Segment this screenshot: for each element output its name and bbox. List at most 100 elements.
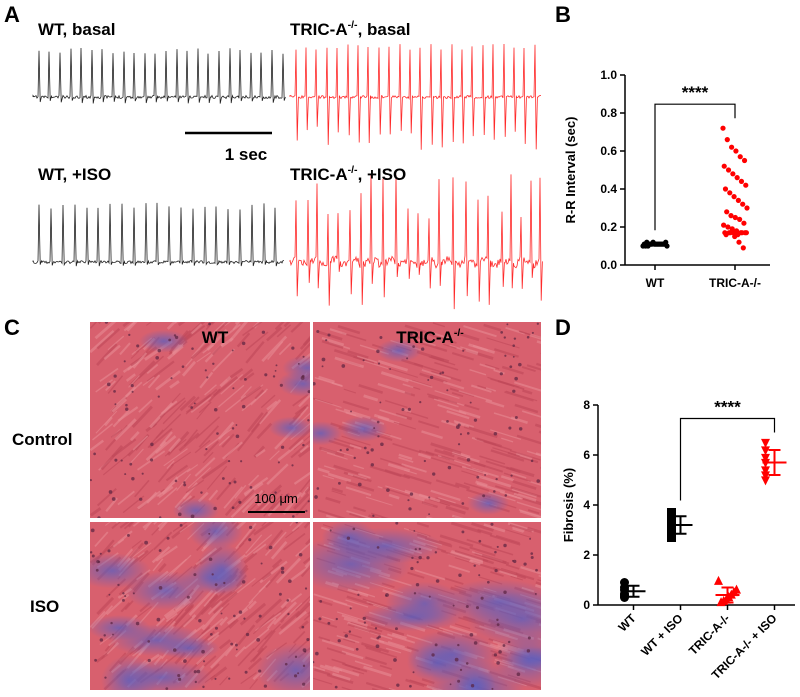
nucleus (366, 451, 370, 455)
nucleus (348, 630, 352, 633)
nucleus (449, 683, 452, 686)
nucleus (491, 687, 494, 690)
fiber (387, 633, 416, 644)
fiber (416, 522, 430, 528)
fiber (479, 363, 496, 370)
fiber (341, 686, 353, 690)
data-point (721, 222, 727, 228)
collagen (385, 581, 464, 626)
fiber (477, 528, 493, 536)
fiber (194, 593, 219, 621)
nucleus (531, 331, 534, 334)
fiber (466, 538, 492, 549)
fiber (536, 340, 541, 344)
nucleus (457, 679, 461, 683)
nucleus (304, 587, 308, 590)
collagen (90, 615, 151, 641)
fiber (234, 646, 246, 658)
data-point (731, 194, 737, 200)
fiber (154, 435, 177, 454)
fiber (166, 322, 177, 330)
fiber (413, 339, 448, 353)
nucleus (475, 606, 480, 610)
nucleus (220, 612, 223, 615)
nucleus (500, 331, 504, 334)
trace-label-text: TRIC-A (290, 20, 348, 39)
data-point (647, 241, 654, 247)
ecg-trace (289, 43, 542, 150)
nucleus (208, 557, 213, 562)
fiber (250, 411, 269, 433)
fiber (364, 645, 381, 652)
nucleus (446, 420, 449, 423)
fiber (388, 687, 397, 690)
fiber (145, 440, 167, 462)
nucleus (157, 395, 160, 398)
fiber (461, 465, 489, 476)
data-point (716, 597, 726, 607)
nucleus (213, 408, 218, 412)
nucleus (305, 509, 308, 513)
nucleus (389, 368, 392, 370)
fiber (314, 668, 331, 676)
fiber (485, 363, 500, 370)
fiber (181, 360, 197, 377)
fiber (297, 446, 310, 458)
fiber (173, 603, 195, 627)
fiber (364, 656, 387, 666)
fiber (157, 485, 174, 498)
nucleus (452, 604, 455, 607)
nucleus (350, 410, 353, 413)
nucleus (379, 336, 383, 340)
fiber (254, 389, 265, 400)
nucleus (302, 664, 306, 668)
nucleus (285, 494, 289, 497)
fiber (391, 632, 407, 640)
fiber (430, 370, 462, 382)
fiber (261, 522, 267, 527)
fiber (278, 610, 307, 636)
fiber (417, 339, 436, 347)
fiber (318, 636, 331, 642)
fiber (277, 439, 304, 462)
fiber (363, 394, 379, 402)
nucleus (513, 337, 517, 340)
data-point (744, 205, 750, 211)
nucleus (459, 668, 463, 672)
nucleus (213, 506, 217, 511)
fiber (274, 322, 285, 331)
fiber (334, 356, 365, 369)
fiber (451, 391, 464, 398)
nucleus (280, 566, 285, 571)
nucleus (147, 658, 151, 663)
nucleus (123, 360, 126, 363)
fiber (243, 551, 258, 564)
fiber (187, 467, 211, 489)
fiber (403, 473, 432, 485)
nucleus (530, 459, 534, 463)
nucleus (156, 617, 161, 622)
fiber (198, 401, 212, 414)
nucleus (302, 355, 305, 358)
nucleus (177, 512, 182, 517)
fiber (460, 346, 479, 354)
fiber (219, 603, 230, 613)
nucleus (260, 562, 263, 565)
fiber (404, 391, 416, 397)
fiber (469, 546, 496, 557)
nucleus (216, 432, 219, 435)
fiber (407, 571, 425, 579)
fiber (490, 449, 525, 462)
fiber (159, 397, 186, 418)
nucleus (534, 592, 537, 595)
nucleus (418, 547, 422, 551)
nucleus (221, 477, 225, 480)
nucleus (353, 456, 356, 460)
fiber (266, 400, 278, 411)
nucleus (316, 487, 320, 490)
nucleus (493, 653, 498, 657)
nucleus (327, 333, 331, 337)
fiber (451, 550, 484, 562)
fiber (463, 425, 498, 439)
nucleus (155, 355, 160, 360)
